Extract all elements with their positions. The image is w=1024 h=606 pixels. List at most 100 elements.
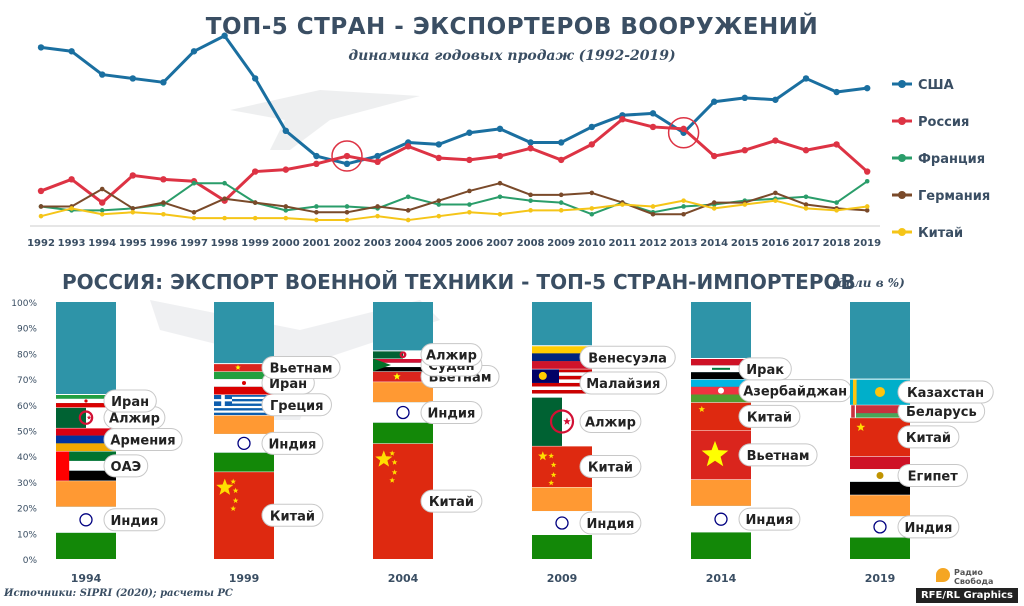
x-tick-label: 1992 xyxy=(27,238,55,249)
segment-label: Китай xyxy=(429,495,474,510)
series-1-point xyxy=(99,199,106,206)
series-2-point xyxy=(222,180,227,186)
segment-label: Египет xyxy=(908,469,959,484)
flag-india xyxy=(850,494,910,517)
flag-china-star xyxy=(230,505,237,512)
x-tick-label: 1997 xyxy=(180,238,208,249)
flag-india-chakra xyxy=(79,513,93,527)
flag-china-star xyxy=(232,497,239,504)
series-4-point xyxy=(314,217,319,223)
legend-label: Франция xyxy=(918,152,985,167)
flag-iraq xyxy=(691,372,751,380)
section2-unit: (доли в %) xyxy=(832,276,905,290)
segment-label-pill xyxy=(579,511,642,535)
segment-label-pill xyxy=(579,371,668,395)
bar-segment: Китай xyxy=(214,471,324,559)
bar-segment: Азербайджан xyxy=(691,378,852,403)
legend-marker xyxy=(898,117,906,125)
bar-1994: Индия ОАЭ Армения Алжир Иран xyxy=(56,302,183,559)
segment-label-pill xyxy=(738,357,792,381)
series-2-point xyxy=(803,194,809,200)
flag-china-star xyxy=(389,477,396,483)
x-tick-label: 2006 xyxy=(455,238,483,249)
series-4-point xyxy=(38,213,44,219)
segment-label-pill xyxy=(738,443,818,467)
flag-algeria-star xyxy=(403,353,406,356)
segment-label: Алжир xyxy=(109,412,160,427)
segment-label-pill xyxy=(897,515,960,539)
series-0-point xyxy=(496,125,504,133)
segment-label: Иран xyxy=(111,395,149,410)
flag-malaysia xyxy=(532,375,592,380)
flag-india-chakra xyxy=(237,436,251,451)
x-tick-label: 2013 xyxy=(670,238,698,249)
bar-segment: Китай xyxy=(850,417,960,457)
flag-china-star xyxy=(232,487,239,494)
flag-algeria xyxy=(56,407,86,428)
series-3-point xyxy=(711,200,717,205)
series-2-point xyxy=(191,180,197,186)
flag-armenia xyxy=(56,435,116,444)
flag-china-star xyxy=(389,450,396,456)
series-1-point xyxy=(558,156,565,164)
series-1-point xyxy=(343,152,351,160)
flag-uae xyxy=(56,451,116,461)
x-category-label: 2019 xyxy=(865,572,896,585)
aircraft-silhouette xyxy=(230,90,420,150)
segment-label: Азербайджан xyxy=(743,385,847,400)
x-tick-label: 1999 xyxy=(241,238,269,249)
flag-india-chakra xyxy=(555,516,569,530)
series-4-point xyxy=(589,206,595,211)
y-tick-label: 90% xyxy=(17,325,37,335)
bar-segment: Алжир xyxy=(532,396,642,446)
legend-marker xyxy=(898,228,906,236)
x-tick-label: 2004 xyxy=(394,238,422,249)
series-3-point xyxy=(283,204,289,209)
x-tick-label: 1996 xyxy=(149,238,177,249)
series-4-point xyxy=(161,211,166,217)
flag-azerbaijan xyxy=(691,379,751,387)
segment-label-pill xyxy=(420,401,483,425)
series-3-point xyxy=(191,210,197,215)
flag-china-star xyxy=(230,478,237,485)
flag-india xyxy=(532,487,592,512)
flag-vietnam-star xyxy=(701,440,729,467)
series-1-point xyxy=(466,156,473,164)
flag-china-star xyxy=(856,422,866,432)
bar-segment: Индия xyxy=(214,414,324,472)
radio-svoboda-logo: Радио Свобода xyxy=(936,568,996,590)
series-4-point xyxy=(620,202,625,207)
series-1-point xyxy=(496,152,504,160)
series-4-point xyxy=(773,198,778,203)
flag-iran xyxy=(214,371,274,380)
flag-sudan xyxy=(373,358,433,363)
legend-label: Германия xyxy=(918,189,990,204)
x-category-label: 2014 xyxy=(706,572,737,585)
series-4-point xyxy=(283,215,289,221)
bar-segment: Египет xyxy=(850,455,968,495)
series-4-point xyxy=(405,217,411,223)
x-tick-label: 1995 xyxy=(119,238,147,249)
flag-iran-emblem xyxy=(84,399,88,403)
flag-india-chakra xyxy=(714,512,728,526)
segment-label: Алжир xyxy=(426,349,477,364)
segment-label: Индия xyxy=(746,513,794,528)
series-0-line xyxy=(40,34,868,166)
x-tick-label: 2012 xyxy=(639,238,667,249)
flag-egypt-emblem xyxy=(876,471,884,479)
segment-label: Вьетнам xyxy=(270,362,333,377)
segment-label: Малайзия xyxy=(586,377,660,392)
flag-iran xyxy=(56,403,116,408)
series-3-point xyxy=(803,202,809,207)
series-2-point xyxy=(283,208,289,213)
flag-egypt xyxy=(850,481,910,495)
segment-label: Индия xyxy=(269,437,317,452)
flag-venezuela xyxy=(532,353,592,362)
segment-label: Беларусь xyxy=(906,405,977,420)
segment-label-pill xyxy=(738,404,801,428)
flag-malaysia xyxy=(532,390,592,394)
series-2-point xyxy=(681,204,686,209)
y-tick-label: 100% xyxy=(11,299,37,309)
